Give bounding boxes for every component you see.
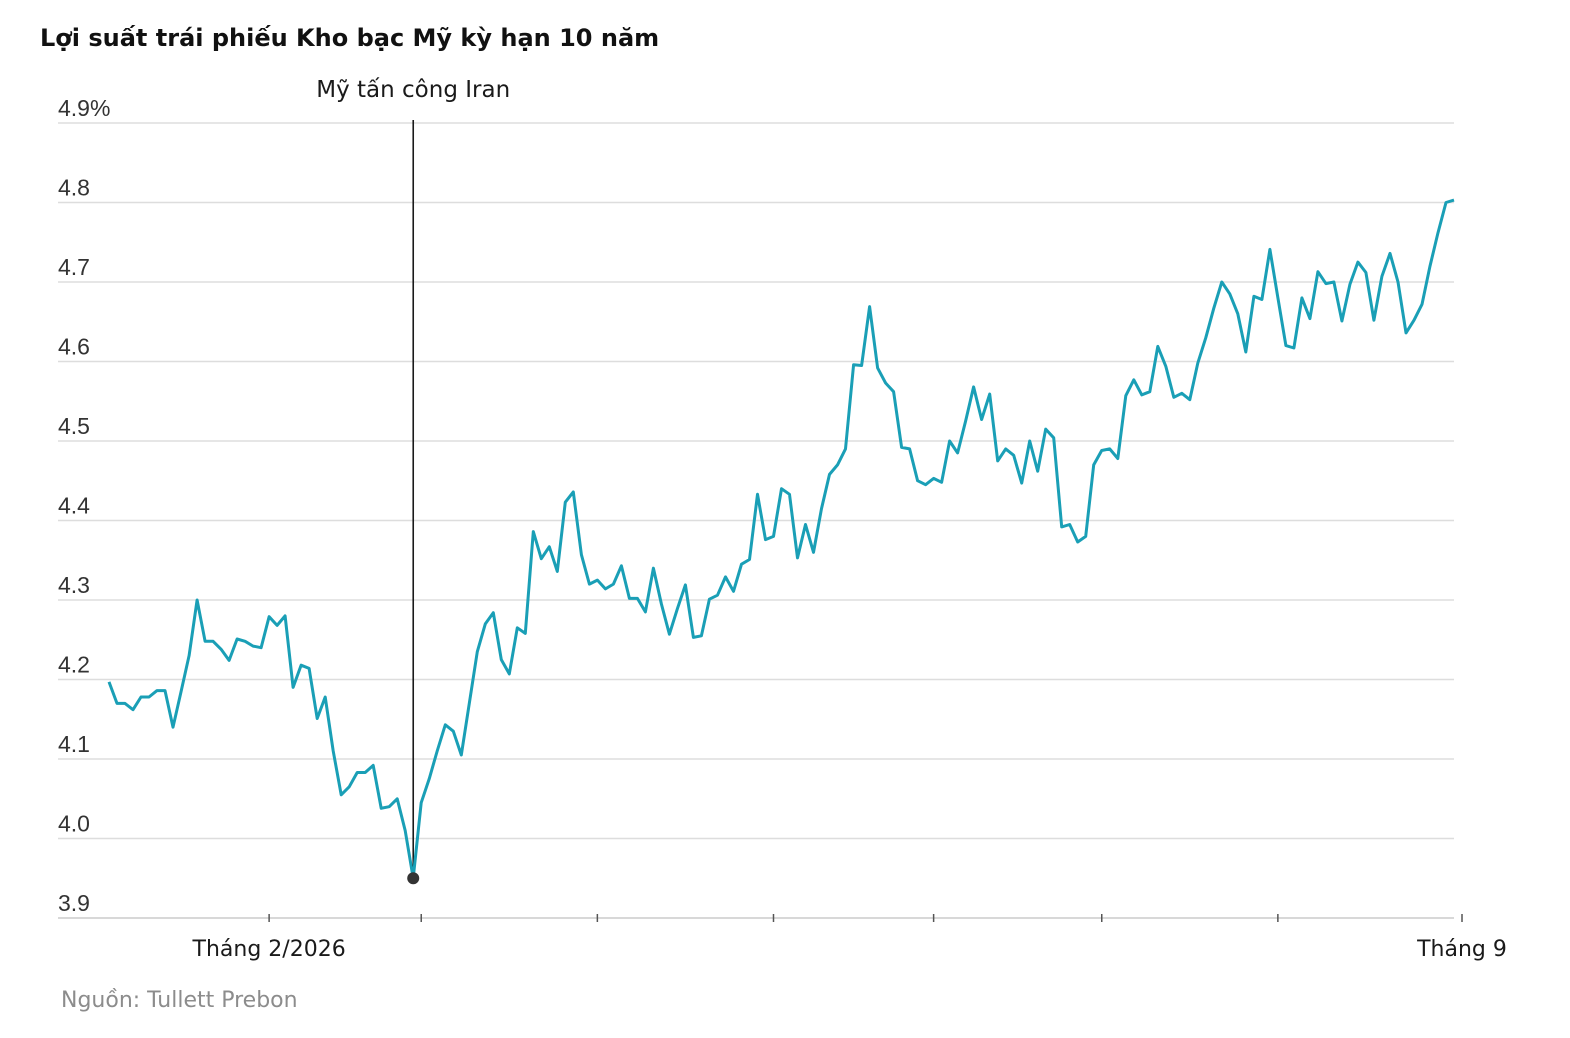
annotation-group: Mỹ tấn công Iran (316, 77, 510, 879)
y-tick-label: 4.3 (58, 572, 90, 598)
y-tick-label: 4.2 (58, 652, 90, 678)
annotation-label: Mỹ tấn công Iran (316, 77, 510, 103)
y-tick-label: 3.9 (58, 890, 90, 916)
y-tick-label: 4.6 (58, 334, 90, 360)
gridlines (58, 122, 1454, 840)
yield-series-line (107, 198, 1455, 880)
y-tick-label: 4.9% (58, 95, 110, 121)
y-axis-ticks: 3.9 4.0 4.1 4.2 4.3 4.4 4.5 4.6 4.7 4.8 4.9% (58, 95, 110, 916)
annotation-point-marker (407, 872, 420, 885)
chart-title: Lợi suất trái phiếu Kho bạc Mỹ kỳ hạn 10… (40, 24, 660, 52)
y-tick-label: 4.4 (58, 493, 90, 519)
x-axis-ticks: Tháng 2/2026 Tháng 9 (192, 914, 1507, 962)
y-tick-label: 4.5 (58, 413, 90, 439)
x-tick-label: Tháng 9 (1416, 937, 1507, 962)
y-tick-label: 4.0 (58, 811, 90, 837)
y-tick-label: 4.7 (58, 254, 90, 280)
y-tick-label: 4.1 (58, 731, 90, 757)
x-tick-label: Tháng 2/2026 (192, 937, 346, 962)
markers (407, 872, 420, 885)
y-tick-label: 4.8 (58, 175, 90, 201)
source-note: Nguồn: Tullett Prebon (61, 988, 298, 1013)
